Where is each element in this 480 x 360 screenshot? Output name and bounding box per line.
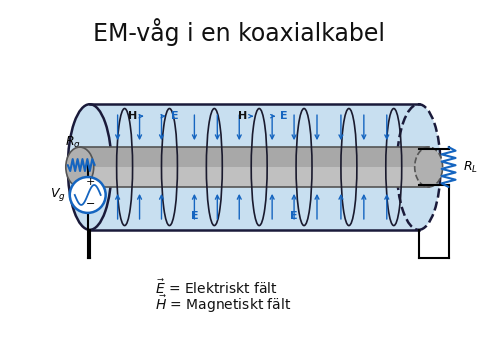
Text: E: E [280,111,288,121]
Text: $V_g$: $V_g$ [50,186,66,203]
Ellipse shape [415,147,443,187]
Text: E: E [290,211,298,221]
Text: $R_L$: $R_L$ [463,159,478,175]
Text: E: E [191,211,198,221]
Text: $\vec{H}$ = Magnetiskt fält: $\vec{H}$ = Magnetiskt fält [155,294,291,315]
Bar [90,104,419,230]
Text: $\vec{E}$ = Elektriskt fält: $\vec{E}$ = Elektriskt fält [155,278,277,297]
Bar [80,147,429,167]
Text: $R_g$: $R_g$ [65,134,81,151]
Ellipse shape [68,104,112,230]
Text: EM-våg i en koaxialkabel: EM-våg i en koaxialkabel [93,18,385,46]
Text: +: + [86,177,96,187]
Text: H: H [238,111,247,121]
Text: H: H [128,111,137,121]
Circle shape [70,177,106,213]
Ellipse shape [66,147,94,187]
Text: −: − [86,199,96,209]
Text: E: E [170,111,178,121]
Ellipse shape [397,104,441,230]
Bar [80,147,429,187]
